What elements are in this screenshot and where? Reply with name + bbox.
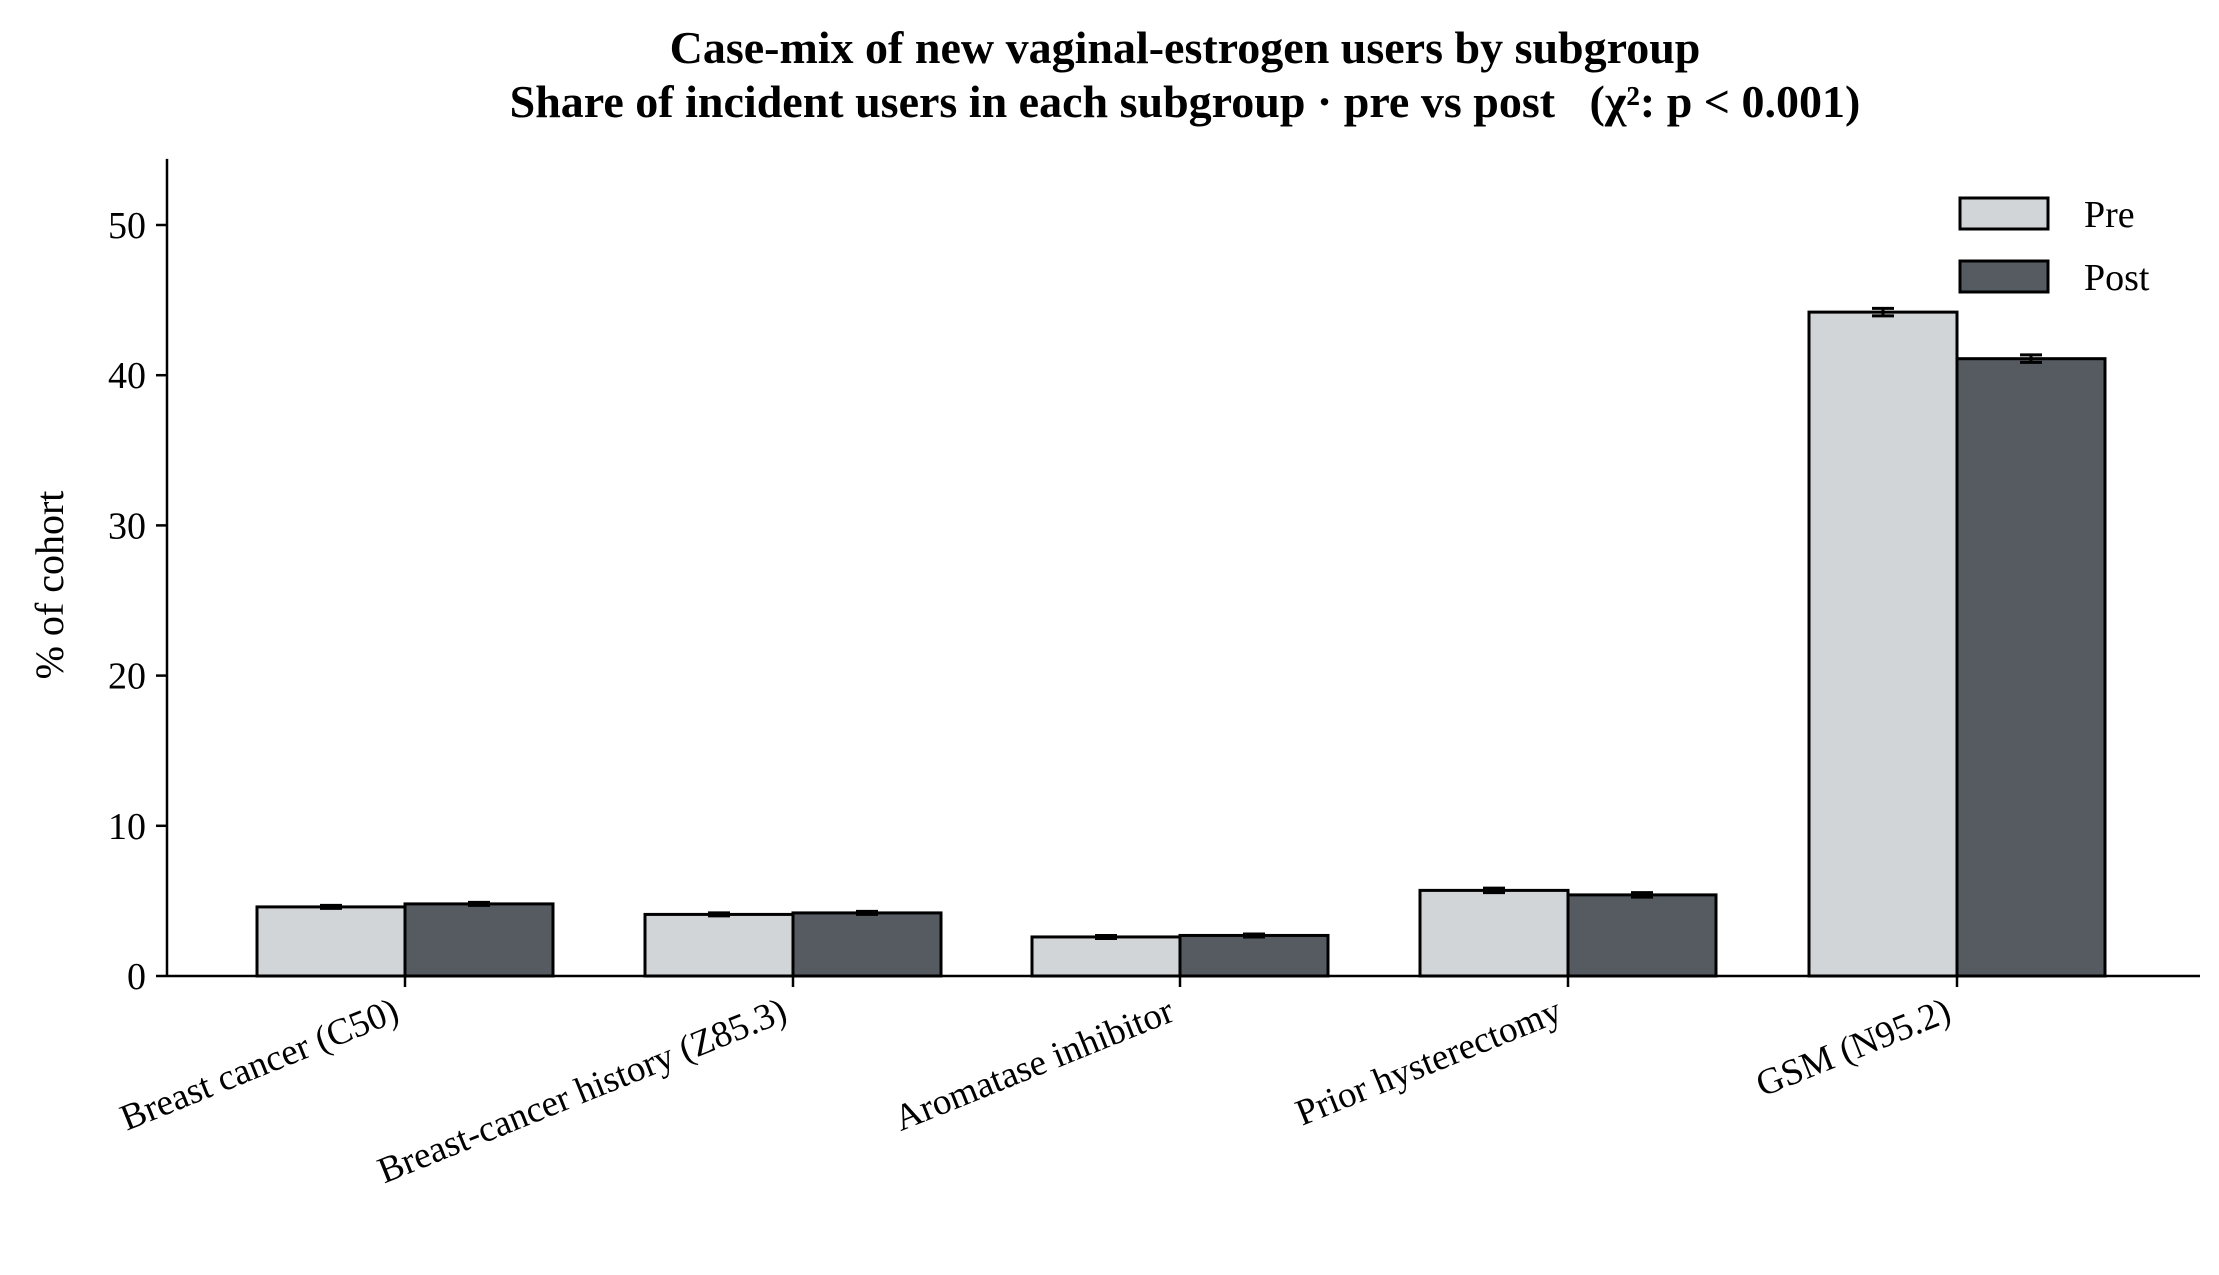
legend-swatch-post [1958,259,2050,294]
x-tick-label-3: Prior hysterectomy [1290,990,1568,1134]
y-tick-label-2: 20 [108,656,146,698]
bar-post-1 [791,911,943,978]
x-tick-label-2: Aromatase inhibitor [889,990,1180,1139]
y-tick-label-1: 10 [108,806,146,848]
bar-post-2 [1178,933,1330,978]
bar-pre-0 [255,905,407,978]
legend: Pre Post [1958,194,2150,299]
legend-swatch-pre [1958,196,2050,231]
bar-pre-1 [643,912,795,978]
chart-title: Case-mix of new vaginal-estrogen users b… [670,22,1701,73]
chart-subtitle: Share of incident users in each subgroup… [510,76,1861,127]
x-tick-label-4: GSM (N95.2) [1750,990,1956,1105]
y-tick-label-5: 50 [108,205,146,247]
plot-area: Breast cancer (C50)Breast-cancer history… [108,158,2200,1192]
bar-pre-2 [1030,935,1182,978]
y-axis-label: % of cohort [27,491,72,680]
legend-label-pre: Pre [2084,194,2135,236]
bar-pre-3 [1418,888,1570,978]
bar-post-4 [1955,357,2107,978]
y-tick-label-0: 0 [127,956,146,998]
bar-post-3 [1566,893,1718,978]
x-tick-label-1: Breast-cancer history (Z85.3) [372,990,792,1192]
bar-post-0 [403,902,555,978]
x-tick-label-0: Breast cancer (C50) [115,990,405,1139]
y-tick-label-4: 40 [108,355,146,397]
bar-pre-4 [1807,310,1959,978]
legend-label-post: Post [2084,257,2150,299]
y-tick-label-3: 30 [108,505,146,547]
